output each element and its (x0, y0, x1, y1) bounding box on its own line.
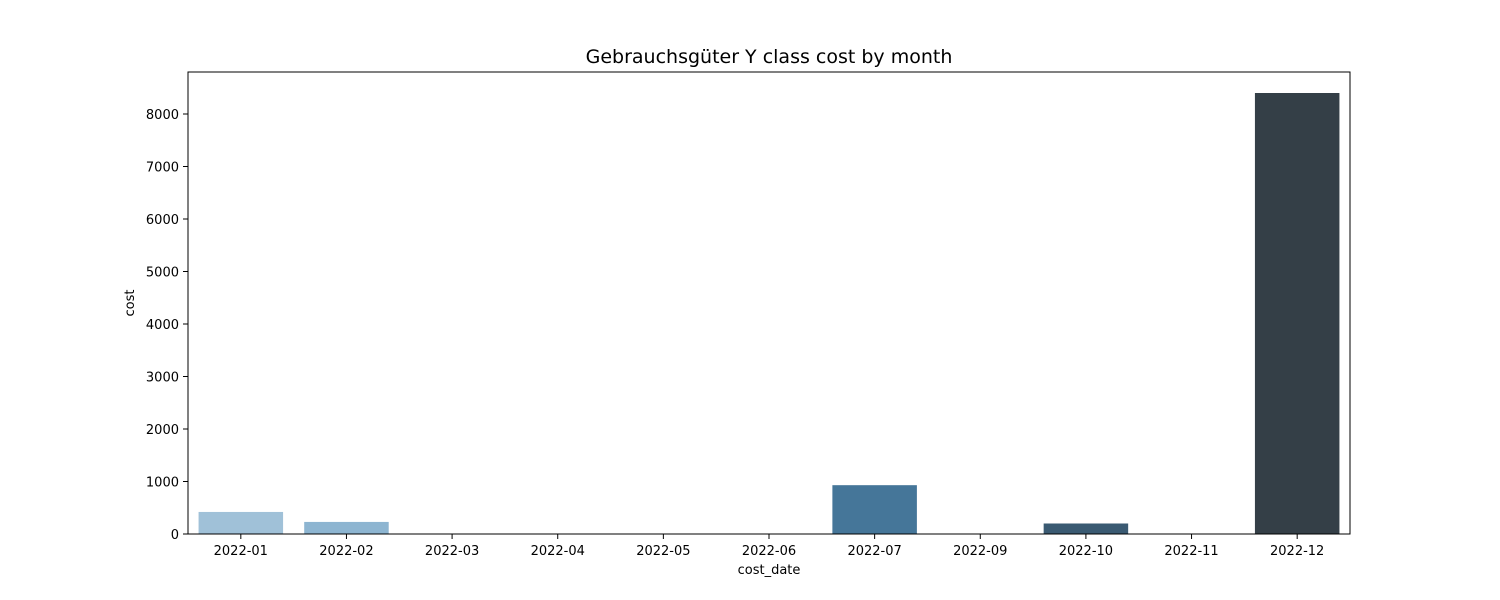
x-tick-label: 2022-06 (742, 544, 796, 559)
x-tick-label: 2022-01 (214, 544, 268, 559)
x-axis-ticks: 2022-01 2022-02 2022-03 2022-04 2022-05 2022-… (214, 534, 1324, 559)
y-axis-ticks: 0 1000 2000 3000 4000 5000 6000 7000 8000 (146, 108, 188, 543)
y-tick-label: 3000 (146, 371, 179, 386)
x-tick-label: 2022-12 (1270, 544, 1324, 559)
bar-2022-10 (1043, 523, 1129, 534)
x-tick-label: 2022-05 (636, 544, 690, 559)
x-tick-label: 2022-09 (953, 544, 1007, 559)
y-tick-label: 6000 (146, 213, 179, 228)
y-tick-label: 1000 (146, 476, 179, 491)
x-tick-label: 2022-11 (1164, 544, 1218, 559)
x-tick-label: 2022-04 (531, 544, 585, 559)
plot-frame (187, 71, 1351, 535)
y-tick-label: 2000 (146, 423, 179, 438)
x-axis-label: cost_date (738, 563, 801, 578)
y-tick-label: 0 (171, 528, 179, 543)
y-tick-label: 5000 (146, 266, 179, 281)
x-tick-label: 2022-02 (319, 544, 373, 559)
bar-2022-02 (304, 521, 389, 534)
x-tick-label: 2022-07 (847, 544, 901, 559)
y-tick-label: 8000 (146, 108, 179, 123)
bars-group (198, 93, 1340, 534)
y-tick-label: 7000 (146, 161, 179, 176)
x-tick-label: 2022-10 (1059, 544, 1113, 559)
bar-2022-12 (1254, 93, 1340, 534)
chart-title: Gebrauchsgüter Y class cost by month (586, 46, 953, 68)
x-tick-label: 2022-03 (425, 544, 479, 559)
bar-2022-01 (198, 511, 284, 534)
y-axis-label: cost (123, 290, 138, 317)
bar-2022-07 (832, 485, 917, 534)
y-tick-label: 4000 (146, 318, 179, 333)
